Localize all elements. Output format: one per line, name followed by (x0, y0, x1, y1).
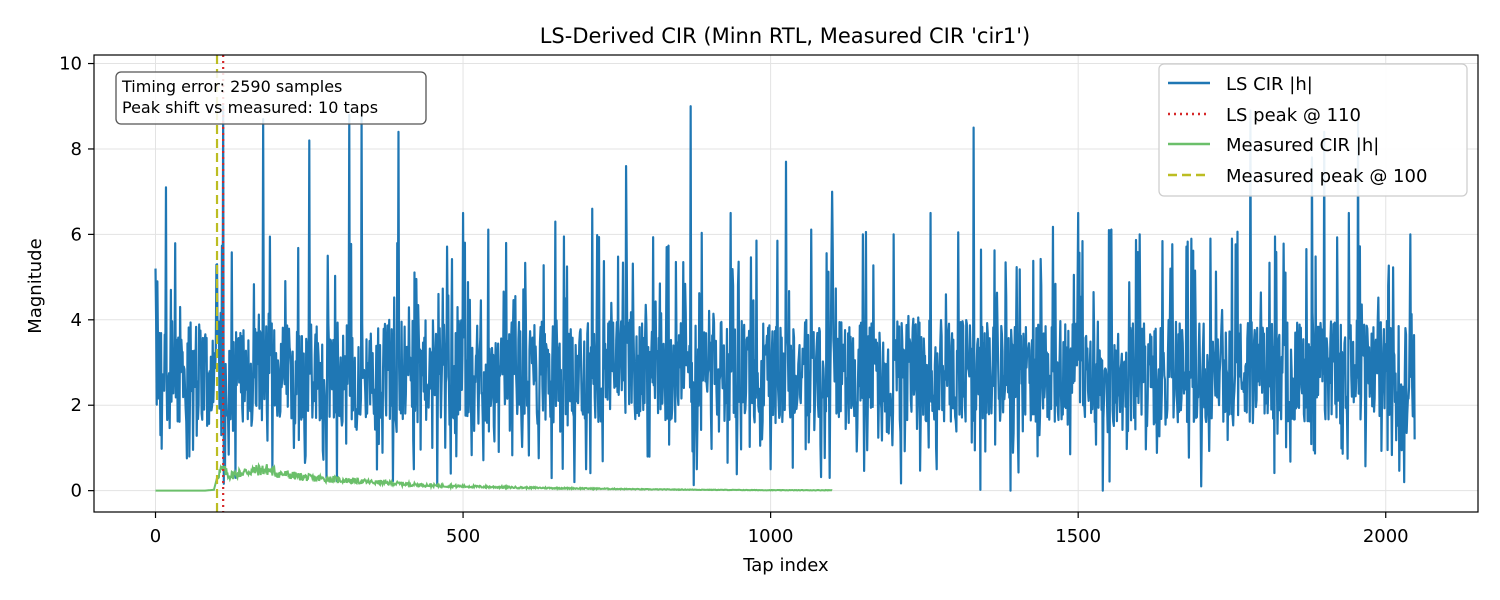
plot-frame (93, 54, 1479, 513)
x-axis-label: Tap index (742, 555, 829, 576)
x-tick-label: 1500 (1055, 526, 1101, 547)
legend: LS CIR |h| LS peak @ 110 Measured CIR |h… (1158, 63, 1468, 197)
annotation-frame (115, 71, 427, 125)
legend-label-ls-cir: LS CIR |h| (1226, 74, 1313, 95)
legend-label-measured-cir: Measured CIR |h| (1226, 135, 1379, 156)
annotation-box: Timing error: 2590 samples Peak shift vs… (115, 71, 427, 125)
x-tick-label: 0 (150, 526, 161, 547)
series-measured-cir-line (155, 461, 833, 492)
legend-frame (1158, 63, 1468, 197)
y-tick-label: 8 (71, 139, 82, 160)
y-tick-label: 4 (71, 310, 82, 331)
chart-title: LS-Derived CIR (Minn RTL, Measured CIR '… (540, 24, 1031, 48)
y-tick-label: 2 (71, 395, 82, 416)
legend-label-measured-peak: Measured peak @ 100 (1226, 166, 1427, 187)
y-tick-label: 0 (71, 481, 82, 502)
x-tick-label: 2000 (1363, 526, 1409, 547)
y-tick-label: 10 (59, 54, 82, 75)
x-tick-label: 500 (446, 526, 480, 547)
legend-label-ls-peak: LS peak @ 110 (1226, 105, 1361, 126)
axis-ticks: 0 500 1000 1500 2000 0 2 4 6 8 10 (59, 54, 1409, 547)
x-tick-label: 1000 (748, 526, 794, 547)
series-layer (154, 55, 1416, 512)
annotation-line-1: Timing error: 2590 samples (121, 77, 342, 96)
series-ls-cir-line (154, 105, 1416, 492)
annotation-line-2: Peak shift vs measured: 10 taps (122, 98, 378, 117)
y-tick-label: 6 (71, 224, 82, 245)
y-axis-label: Magnitude (25, 238, 46, 333)
